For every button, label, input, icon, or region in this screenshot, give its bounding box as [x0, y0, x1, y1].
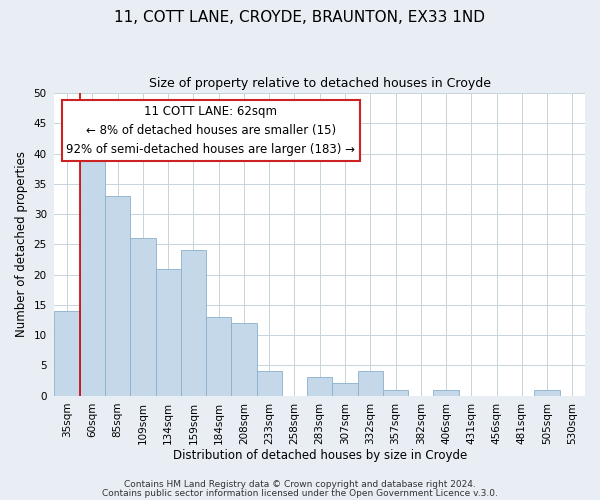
Bar [358, 372, 383, 396]
Text: Contains HM Land Registry data © Crown copyright and database right 2024.: Contains HM Land Registry data © Crown c… [124, 480, 476, 489]
Bar [155, 268, 181, 396]
Bar [433, 390, 458, 396]
Bar [80, 154, 105, 396]
Bar [257, 372, 282, 396]
Text: 11 COTT LANE: 62sqm
← 8% of detached houses are smaller (15)
92% of semi-detache: 11 COTT LANE: 62sqm ← 8% of detached hou… [67, 105, 355, 156]
Bar [307, 378, 332, 396]
Bar [130, 238, 155, 396]
Bar [181, 250, 206, 396]
Bar [231, 323, 257, 396]
Title: Size of property relative to detached houses in Croyde: Size of property relative to detached ho… [149, 78, 491, 90]
Text: Contains public sector information licensed under the Open Government Licence v.: Contains public sector information licen… [102, 488, 498, 498]
Bar [55, 311, 80, 396]
X-axis label: Distribution of detached houses by size in Croyde: Distribution of detached houses by size … [173, 450, 467, 462]
Bar [206, 317, 231, 396]
Text: 11, COTT LANE, CROYDE, BRAUNTON, EX33 1ND: 11, COTT LANE, CROYDE, BRAUNTON, EX33 1N… [115, 10, 485, 25]
Bar [383, 390, 408, 396]
Bar [332, 384, 358, 396]
Bar [535, 390, 560, 396]
Bar [105, 196, 130, 396]
Y-axis label: Number of detached properties: Number of detached properties [15, 152, 28, 338]
